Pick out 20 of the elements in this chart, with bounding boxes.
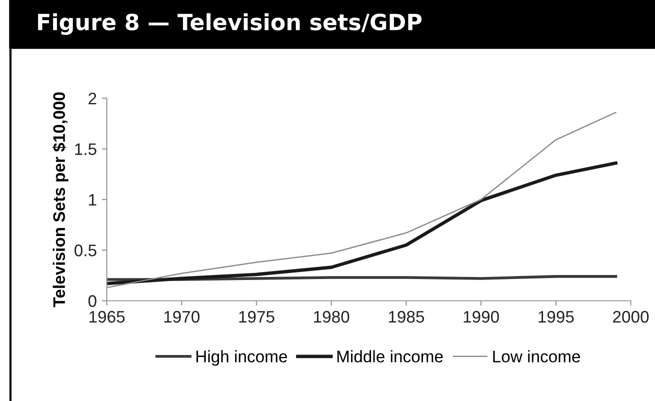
y-axis-title: Television Sets per $10,000 — [52, 92, 68, 308]
y-tick-label: 0.5 — [74, 244, 96, 256]
x-tick-label: 1965 — [90, 310, 125, 323]
chart-title: Figure 8 — Television sets/GDP — [38, 13, 422, 35]
y-tick-label: 1 — [89, 194, 96, 206]
x-tick-label: 1975 — [239, 310, 274, 323]
legend-label: Low income — [493, 350, 580, 362]
y-tick-label: 2 — [88, 92, 96, 104]
y-tick-label: 1.5 — [75, 143, 96, 156]
legend-label: High income — [196, 350, 287, 366]
x-tick-label: 2000 — [613, 310, 649, 323]
x-tick-label: 1985 — [388, 310, 424, 323]
legend-label: Middle income — [337, 350, 443, 362]
x-tick-label: 1995 — [538, 310, 574, 323]
x-tick-label: 1970 — [164, 310, 200, 323]
line-series — [106, 161, 618, 286]
y-tick-label: 0 — [88, 295, 96, 307]
x-tick-label: 1980 — [314, 310, 350, 323]
x-tick-label: 1990 — [464, 310, 499, 323]
line-series — [106, 112, 616, 288]
